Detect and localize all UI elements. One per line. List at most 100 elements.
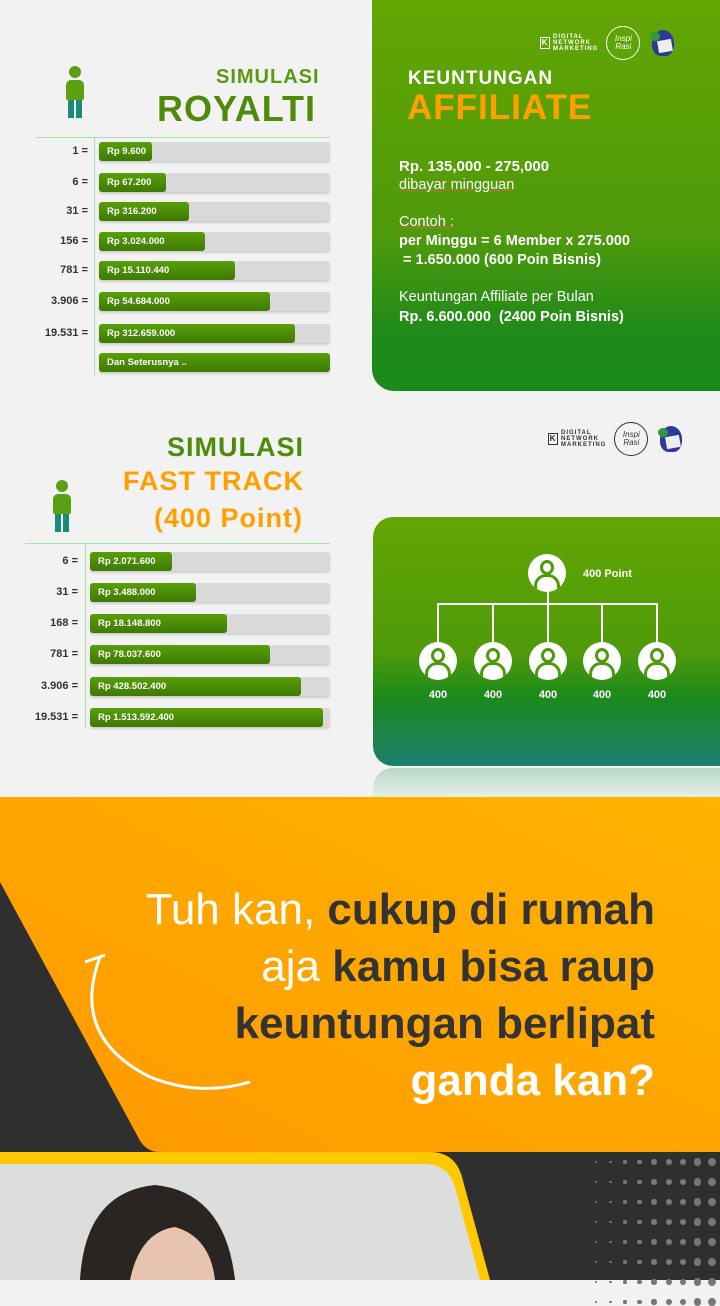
affiliate-panel: K DIGITAL NETWORK MARKETING Inspi Rasi KEUN… [372, 0, 720, 391]
dot [651, 1239, 657, 1245]
person-icon [53, 480, 71, 532]
progress-fill: Rp 316.200 [99, 202, 190, 221]
dot [609, 1300, 612, 1304]
progress-fill: Rp 15.110.440 [99, 261, 236, 280]
divider [25, 543, 330, 544]
progress-track: Rp 54.684.000 [99, 292, 330, 311]
dot [679, 1238, 687, 1246]
divider [85, 543, 86, 728]
dot [665, 1299, 672, 1305]
dot [623, 1180, 627, 1184]
example-line-1: per Minggu = 6 Member x 275.000 [399, 233, 630, 249]
row-count: 19.531 = [34, 711, 78, 723]
monthly-value: Rp. 6.600.000 (2400 Poin Bisnis) [399, 309, 624, 325]
inspirasi-badge-logo: Inspi Rasi [614, 422, 649, 456]
connector-line [437, 603, 439, 648]
member-icon [583, 642, 621, 680]
dot [679, 1158, 687, 1166]
dot [637, 1219, 642, 1225]
dot [707, 1177, 717, 1187]
dot [637, 1299, 642, 1305]
dot [609, 1240, 612, 1244]
dot [693, 1298, 702, 1306]
progress-track: Rp 18.148.800 [90, 614, 330, 633]
progress-track: Rp 312.659.000 [99, 324, 330, 343]
row-count: 19.531 = [44, 327, 88, 339]
headline-section: Tuh kan, cukup di rumah aja kamu bisa ra… [0, 797, 720, 1157]
affiliate-title: AFFILIATE [407, 88, 593, 127]
dot [679, 1258, 687, 1266]
monthly-label: Keuntungan Affiliate per Bulan [399, 289, 594, 305]
dot [651, 1219, 657, 1225]
dot [679, 1198, 687, 1206]
dot [651, 1179, 657, 1185]
dot [609, 1280, 612, 1284]
dot [637, 1179, 642, 1185]
dot [595, 1241, 597, 1243]
member-points-label: 400 [538, 689, 558, 701]
dot [623, 1260, 627, 1264]
progress-fill: Rp 2.071.600 [90, 552, 172, 571]
headline-line-3: keuntungan berlipat [234, 999, 655, 1048]
dot [679, 1218, 687, 1226]
headline-line-2: aja kamu bisa raup [261, 942, 655, 991]
dot [693, 1158, 702, 1166]
progress-track: Rp 9.600 [99, 142, 330, 161]
divider [94, 137, 95, 375]
dot [651, 1199, 657, 1205]
person-icon [66, 66, 84, 118]
progress-track: Rp 15.110.440 [99, 261, 330, 280]
connector-line [656, 603, 658, 648]
progress-track: Rp 3.024.000 [99, 232, 330, 251]
dot [609, 1260, 612, 1264]
connector-line [492, 603, 494, 648]
progress-fill: Rp 54.684.000 [99, 292, 270, 311]
dot [651, 1259, 657, 1265]
dot [693, 1258, 702, 1266]
dnm-logo: K DIGITAL NETWORK MARKETING [540, 34, 599, 52]
dot [637, 1159, 642, 1165]
dot [595, 1221, 597, 1223]
partner-logos: K DIGITAL NETWORK MARKETING Inspi Rasi [540, 26, 678, 60]
photo-frame [0, 1152, 490, 1280]
connector-line [547, 603, 549, 648]
dot [609, 1160, 612, 1164]
dot [595, 1281, 597, 1283]
headline-line-4: ganda kan? [410, 1056, 656, 1105]
member-icon [638, 642, 676, 680]
dot [665, 1239, 672, 1245]
progress-track: Rp 78.037.600 [90, 645, 330, 664]
progress-fill: Rp 67.200 [99, 173, 166, 192]
dot [707, 1277, 717, 1287]
fasttrack-title-small: SIMULASI [167, 432, 305, 462]
progress-track: Dan Seterusnya .. [99, 353, 330, 372]
dot [665, 1259, 672, 1265]
row-count: 781 = [50, 648, 78, 660]
dot [609, 1220, 612, 1224]
example-line-2: = 1.650.000 (600 Poin Bisnis) [399, 252, 601, 268]
progress-fill: Rp 3.024.000 [99, 232, 206, 251]
dot [665, 1199, 672, 1205]
person-photo-face [130, 1227, 215, 1280]
row-count: 31 = [66, 205, 88, 217]
tree-panel: 400 Point 400 400 400 400 400 [373, 517, 720, 766]
root-member-icon [528, 554, 566, 592]
example-label: Contoh : [399, 214, 454, 230]
dot [679, 1178, 687, 1186]
headline-line-1: Tuh kan, cukup di rumah [145, 885, 655, 934]
dot [651, 1159, 657, 1165]
dot [707, 1297, 717, 1306]
member-points-label: 400 [428, 689, 448, 701]
row-count: 3.906 = [40, 680, 78, 692]
fasttrack-title: FAST TRACK [123, 466, 304, 496]
progress-fill: Rp 3.488.000 [90, 583, 196, 602]
progress-fill: Rp 428.502.400 [90, 677, 302, 696]
dot [679, 1298, 687, 1306]
orange-shape [0, 797, 720, 1152]
row-count: 6 = [62, 555, 78, 567]
dot [707, 1237, 717, 1247]
dot [665, 1159, 672, 1165]
row-count: 1 = [72, 145, 88, 157]
fasttrack-subtitle: (400 Point) [154, 503, 304, 533]
dot [693, 1278, 702, 1286]
